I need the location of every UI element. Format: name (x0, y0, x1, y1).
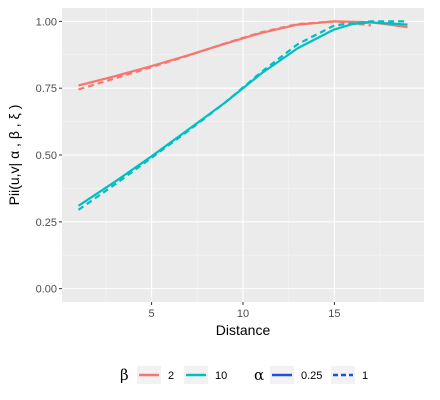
legend-beta-title: β (120, 366, 129, 384)
legend-label-alpha: 1 (362, 370, 368, 382)
series-line-beta10-alpha1 (77, 20, 408, 211)
legend-label-alpha: 0.25 (301, 370, 322, 382)
series-line-beta10-alpha0.25 (77, 21, 408, 207)
series-line-beta2-alpha1 (78, 20, 372, 91)
x-axis: 5 10 15 (149, 302, 341, 320)
legend-label-beta: 10 (215, 370, 227, 382)
y-tick-label: 0.00 (36, 284, 57, 296)
y-tick-label: 1.00 (36, 16, 57, 28)
x-tick-label: 15 (328, 308, 340, 320)
x-tick-label: 10 (237, 308, 249, 320)
y-axis: 0.00 0.25 0.50 0.75 1.00 (36, 16, 62, 296)
x-tick-label: 5 (149, 308, 155, 320)
legend-label-beta: 2 (168, 370, 174, 382)
legend: β α 2 10 0.25 1 (120, 366, 368, 384)
series-lines (77, 20, 408, 211)
y-axis-title: Pii(u,v| α , β , ξ ) (6, 105, 22, 206)
legend-alpha-title: α (254, 366, 264, 384)
y-tick-label: 0.50 (36, 150, 57, 162)
y-tick-label: 0.25 (36, 217, 57, 229)
x-axis-title: Distance (216, 322, 271, 338)
y-tick-label: 0.75 (36, 83, 57, 95)
